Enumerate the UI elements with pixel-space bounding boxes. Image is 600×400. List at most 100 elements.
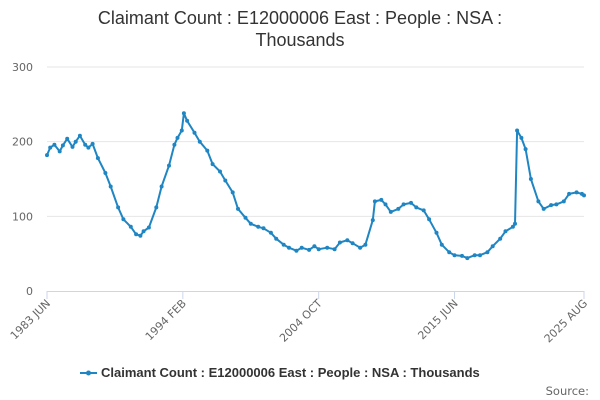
data-point[interactable]: [554, 202, 559, 207]
data-point[interactable]: [223, 178, 228, 183]
legend-label: Claimant Count : E12000006 East : People…: [101, 365, 480, 380]
data-point[interactable]: [261, 226, 266, 231]
data-point[interactable]: [541, 206, 546, 211]
data-point[interactable]: [86, 145, 91, 150]
data-point[interactable]: [528, 177, 533, 181]
data-point[interactable]: [388, 209, 393, 214]
data-point[interactable]: [95, 156, 100, 161]
data-point[interactable]: [498, 236, 503, 241]
data-point[interactable]: [57, 149, 62, 154]
data-point[interactable]: [167, 163, 171, 168]
data-point[interactable]: [121, 217, 126, 222]
data-point[interactable]: [515, 128, 520, 133]
data-point[interactable]: [460, 253, 464, 258]
data-point[interactable]: [434, 230, 439, 235]
data-point[interactable]: [48, 145, 53, 150]
data-point[interactable]: [567, 191, 572, 196]
data-point[interactable]: [582, 193, 586, 198]
data-point[interactable]: [345, 238, 350, 243]
data-point[interactable]: [205, 148, 210, 153]
data-point[interactable]: [268, 230, 273, 235]
data-point[interactable]: [478, 253, 482, 258]
data-point[interactable]: [65, 136, 70, 141]
data-point[interactable]: [549, 203, 554, 208]
data-point[interactable]: [236, 206, 240, 211]
data-point[interactable]: [146, 225, 151, 230]
data-point[interactable]: [401, 202, 406, 207]
data-point[interactable]: [332, 247, 337, 252]
data-point[interactable]: [159, 184, 164, 189]
data-point[interactable]: [523, 147, 528, 152]
data-point[interactable]: [128, 224, 133, 229]
chart-title-line-2: Thousands: [255, 30, 344, 50]
data-point[interactable]: [138, 233, 143, 238]
data-point[interactable]: [287, 245, 291, 250]
data-point[interactable]: [372, 199, 377, 204]
data-point[interactable]: [90, 141, 95, 146]
data-point[interactable]: [230, 190, 235, 195]
data-point[interactable]: [379, 197, 384, 202]
data-point[interactable]: [281, 242, 286, 247]
data-point[interactable]: [179, 128, 184, 133]
data-point[interactable]: [370, 218, 375, 223]
data-point[interactable]: [472, 253, 477, 258]
data-point[interactable]: [414, 205, 419, 210]
data-point[interactable]: [447, 250, 452, 255]
x-axis: 1983 JUN 1994 FEB 2004 OCT 2015 JUN 2025 AUG: [8, 291, 590, 345]
data-point[interactable]: [175, 135, 180, 140]
data-point[interactable]: [83, 142, 88, 147]
data-point[interactable]: [312, 244, 317, 249]
data-point[interactable]: [510, 224, 515, 229]
data-point[interactable]: [243, 215, 248, 220]
data-point[interactable]: [452, 253, 457, 258]
data-point[interactable]: [490, 244, 495, 249]
data-point[interactable]: [197, 139, 202, 144]
data-point[interactable]: [181, 111, 186, 116]
data-point[interactable]: [256, 224, 261, 229]
data-point[interactable]: [325, 245, 330, 250]
data-point[interactable]: [574, 190, 579, 195]
data-point[interactable]: [427, 217, 432, 222]
data-point[interactable]: [316, 247, 321, 252]
data-point[interactable]: [299, 245, 304, 250]
data-point[interactable]: [73, 139, 78, 144]
data-point[interactable]: [307, 247, 312, 252]
data-point[interactable]: [396, 206, 401, 211]
data-point[interactable]: [536, 199, 541, 204]
data-point[interactable]: [60, 143, 65, 148]
data-point[interactable]: [192, 130, 197, 135]
data-point[interactable]: [409, 200, 413, 205]
data-point[interactable]: [52, 142, 57, 147]
data-point[interactable]: [350, 241, 355, 246]
data-point[interactable]: [116, 205, 121, 210]
data-point[interactable]: [294, 248, 299, 253]
data-point[interactable]: [218, 169, 222, 174]
data-point[interactable]: [172, 142, 177, 147]
data-point[interactable]: [108, 184, 113, 189]
data-point[interactable]: [141, 229, 146, 234]
data-point[interactable]: [103, 171, 108, 175]
data-point[interactable]: [519, 135, 524, 140]
data-point[interactable]: [70, 144, 75, 149]
data-point[interactable]: [503, 229, 508, 234]
data-point[interactable]: [45, 153, 49, 158]
data-point[interactable]: [513, 221, 517, 226]
data-point[interactable]: [561, 199, 566, 204]
data-point[interactable]: [185, 118, 190, 123]
data-point[interactable]: [363, 242, 368, 247]
data-point[interactable]: [210, 162, 215, 167]
data-point[interactable]: [154, 205, 159, 210]
legend[interactable]: Claimant Count : E12000006 East : People…: [80, 365, 480, 380]
data-point[interactable]: [439, 242, 444, 247]
data-point[interactable]: [465, 256, 470, 261]
data-point[interactable]: [383, 202, 388, 207]
data-point[interactable]: [485, 250, 490, 255]
data-point[interactable]: [358, 245, 363, 250]
data-point[interactable]: [77, 133, 82, 138]
data-point[interactable]: [134, 232, 139, 237]
y-tick-label: 0: [26, 285, 33, 298]
data-point[interactable]: [274, 236, 279, 241]
data-point[interactable]: [421, 208, 426, 213]
data-point[interactable]: [337, 240, 342, 245]
data-point[interactable]: [248, 221, 253, 226]
